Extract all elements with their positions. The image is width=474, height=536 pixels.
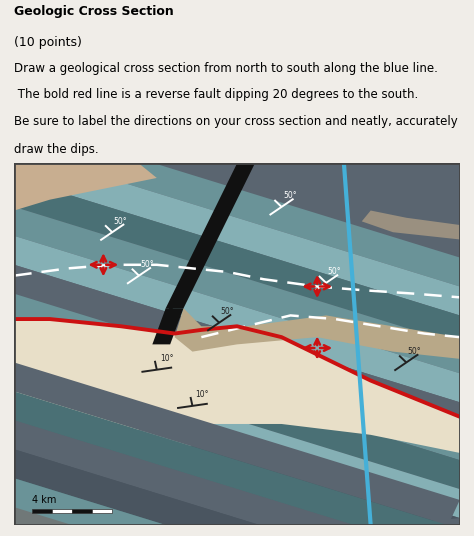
Polygon shape bbox=[14, 391, 448, 525]
Text: The bold red line is a reverse fault dipping 20 degrees to the south.: The bold red line is a reverse fault dip… bbox=[14, 88, 419, 101]
Polygon shape bbox=[14, 475, 237, 525]
Bar bbox=[72, 509, 92, 512]
Polygon shape bbox=[14, 460, 192, 525]
Text: 10°: 10° bbox=[160, 354, 173, 363]
Text: 4 km: 4 km bbox=[32, 495, 56, 505]
Polygon shape bbox=[61, 163, 460, 286]
Polygon shape bbox=[14, 294, 460, 460]
Polygon shape bbox=[14, 410, 390, 525]
Polygon shape bbox=[14, 446, 294, 525]
Text: 50°: 50° bbox=[220, 307, 234, 316]
Text: (10 points): (10 points) bbox=[14, 36, 82, 49]
Polygon shape bbox=[14, 507, 237, 525]
Polygon shape bbox=[14, 410, 192, 471]
Polygon shape bbox=[14, 381, 460, 525]
Polygon shape bbox=[14, 178, 460, 345]
Text: 50°: 50° bbox=[328, 267, 341, 277]
Text: draw the dips.: draw the dips. bbox=[14, 143, 99, 156]
Text: 50°: 50° bbox=[140, 260, 154, 269]
Polygon shape bbox=[362, 211, 460, 240]
Text: 50°: 50° bbox=[114, 217, 128, 226]
Bar bbox=[32, 509, 52, 512]
Text: 50°: 50° bbox=[408, 347, 421, 356]
Polygon shape bbox=[14, 475, 192, 525]
Polygon shape bbox=[14, 163, 460, 315]
Polygon shape bbox=[14, 163, 157, 211]
Polygon shape bbox=[166, 163, 255, 308]
Polygon shape bbox=[14, 362, 460, 525]
Text: Draw a geological cross section from north to south along the blue line.: Draw a geological cross section from nor… bbox=[14, 62, 438, 75]
Polygon shape bbox=[14, 478, 167, 525]
Polygon shape bbox=[14, 449, 260, 525]
Polygon shape bbox=[14, 207, 460, 373]
Polygon shape bbox=[14, 352, 460, 518]
Polygon shape bbox=[174, 308, 460, 359]
Bar bbox=[92, 509, 112, 512]
Text: Be sure to label the directions on your cross section and neatly, accurately: Be sure to label the directions on your … bbox=[14, 115, 458, 128]
Polygon shape bbox=[14, 319, 460, 453]
Bar bbox=[52, 509, 72, 512]
Polygon shape bbox=[14, 417, 396, 525]
Polygon shape bbox=[14, 323, 460, 489]
Polygon shape bbox=[14, 420, 354, 525]
Polygon shape bbox=[14, 265, 460, 431]
Text: Geologic Cross Section: Geologic Cross Section bbox=[14, 5, 174, 18]
Text: 50°: 50° bbox=[283, 191, 297, 200]
Text: 10°: 10° bbox=[195, 390, 209, 399]
Polygon shape bbox=[14, 236, 460, 402]
Polygon shape bbox=[152, 308, 183, 345]
